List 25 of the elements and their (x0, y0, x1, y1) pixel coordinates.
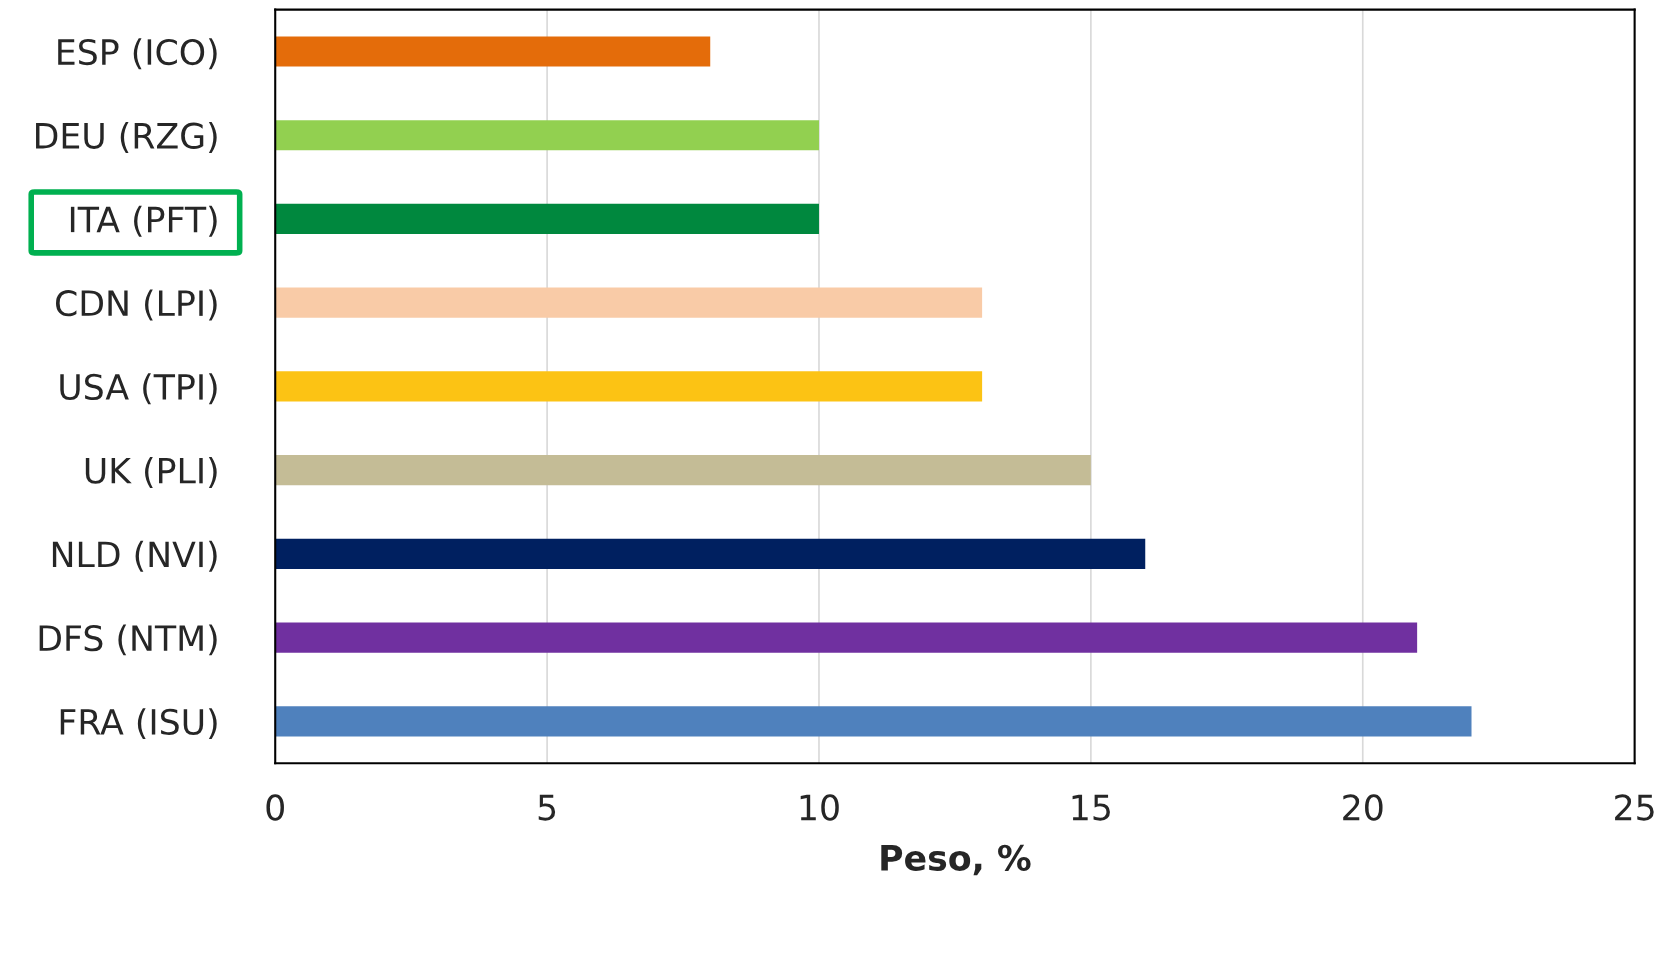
bar (275, 287, 983, 318)
x-tick-label: 25 (1615, 794, 1654, 821)
y-tick-label: DEU (RZG) (36, 122, 217, 153)
y-tick-label: FRA (ISU) (60, 708, 217, 740)
bar (275, 36, 711, 67)
y-tick-label: DFS (NTM) (39, 624, 217, 656)
y-tick-label: ITA (PFT) (70, 205, 217, 237)
x-tick-label: 5 (538, 794, 556, 821)
bar (275, 622, 1418, 653)
x-tick-label: 10 (800, 794, 839, 821)
y-tick-label: CDN (LPI) (56, 289, 217, 321)
x-tick-label: 20 (1343, 794, 1383, 821)
y-tick-label: UK (PLI) (85, 456, 217, 488)
y-tick-label: USA (TPI) (60, 373, 217, 405)
y-tick-label: ESP (ICO) (58, 38, 217, 70)
x-tick-label: 15 (1072, 794, 1110, 821)
x-tick-label: 0 (266, 794, 284, 821)
bar (275, 371, 983, 402)
bar (275, 706, 1472, 737)
x-axis-title: Peso, % (881, 844, 1031, 876)
bar (275, 203, 819, 235)
bar (275, 455, 1091, 486)
bar (275, 120, 819, 151)
bar (275, 538, 1146, 569)
y-tick-label: NLD (NVI) (52, 540, 217, 572)
